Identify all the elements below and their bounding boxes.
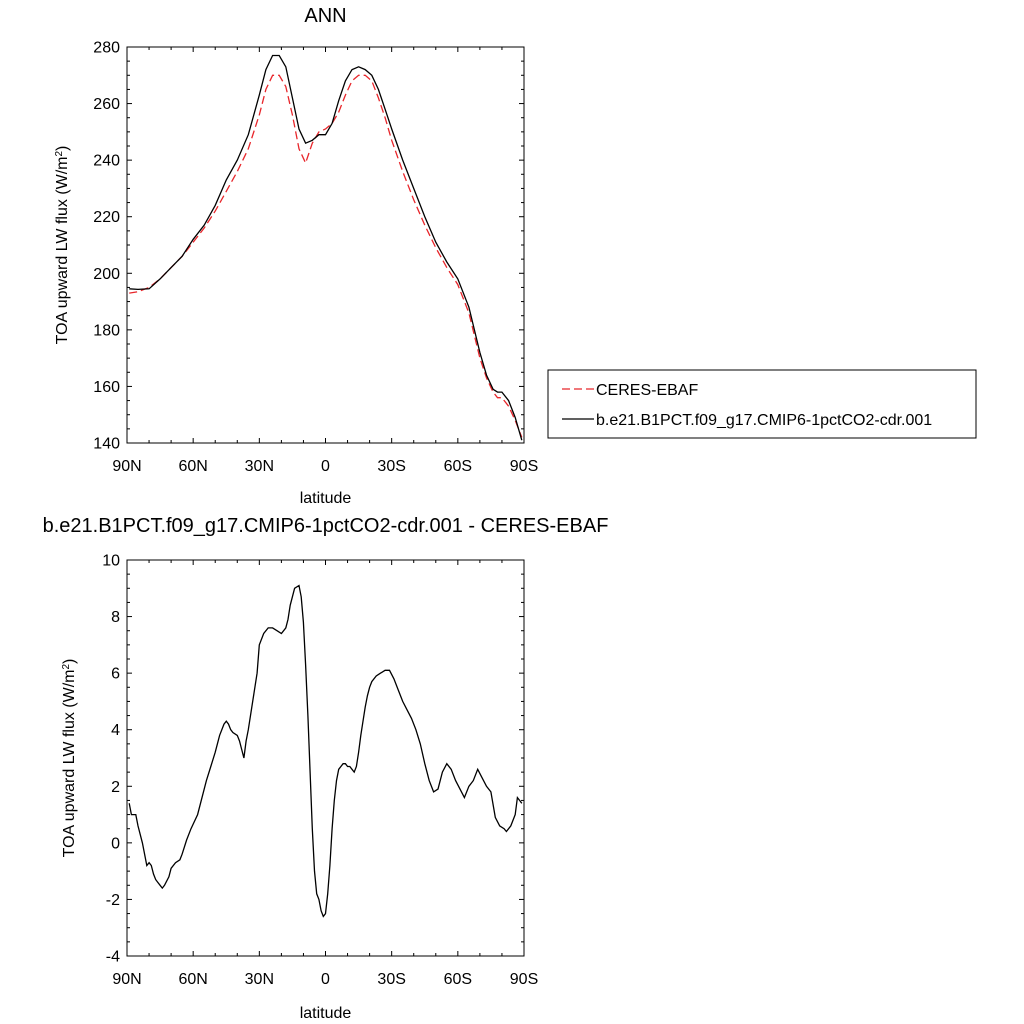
bottom-y-axis-title-sup: 2 [61, 664, 72, 670]
top-y-tick-label: 140 [93, 436, 120, 453]
bottom-y-axis-title: TOA upward LW flux (W/m2) [61, 659, 79, 858]
legend-label-ceres-ebaf: CERES-EBAF [596, 382, 698, 399]
top-chart-title: ANN [304, 5, 346, 27]
bot-y-tick-label: -4 [106, 949, 120, 966]
top-plot-frame [126, 46, 525, 444]
bottom-panel: b.e21.B1PCT.f09_g17.CMIP6-1pctCO2-cdr.00… [43, 515, 609, 1022]
bot-y-tick-label: 6 [111, 666, 120, 683]
bot-x-tick-label: 90N [112, 971, 141, 988]
top-y-tick-label: 200 [93, 266, 120, 283]
bot-y-tick-label: 10 [102, 553, 120, 570]
bottom-series-lines [128, 584, 523, 918]
top-y-axis-title: TOA upward LW flux (W/m2) [54, 146, 72, 345]
top-y-tick-labels: 140 160 180 200 220 240 260 280 [93, 40, 120, 453]
legend-label-model: b.e21.B1PCT.f09_g17.CMIP6-1pctCO2-cdr.00… [596, 412, 932, 429]
top-y-ticks [127, 46, 524, 444]
top-x-tick-label: 60S [444, 458, 472, 475]
bottom-x-tick-labels: 90N 60N 30N 0 30S 60S 90S [112, 971, 538, 988]
bot-x-tick-label: 60S [444, 971, 472, 988]
top-x-ticks [126, 47, 525, 443]
top-x-tick-label: 90S [510, 458, 538, 475]
bot-y-tick-label: 4 [111, 722, 120, 739]
legend-box [547, 369, 977, 439]
top-x-axis-title: latitude [300, 490, 352, 507]
top-panel: ANN 90N 60N 30N 0 30S 60S 90S 140 160 180 200 220 2… [54, 5, 539, 507]
bot-x-tick-label: 60N [178, 971, 207, 988]
top-x-tick-label: 90N [112, 458, 141, 475]
series-line-difference [128, 584, 523, 918]
top-y-axis-title-tail: ) [54, 146, 71, 151]
bot-y-tick-label: 0 [111, 835, 120, 852]
top-y-tick-label: 280 [93, 40, 120, 57]
series-line-model [129, 54, 523, 441]
top-x-tick-label: 30N [245, 458, 274, 475]
bot-y-tick-label: 8 [111, 609, 120, 626]
top-y-axis-title-main: TOA upward LW flux (W/m [54, 157, 71, 345]
bottom-y-axis-title-main: TOA upward LW flux (W/m [61, 670, 78, 858]
top-y-tick-label: 160 [93, 379, 120, 396]
top-y-tick-label: 240 [93, 153, 120, 170]
top-y-tick-label: 260 [93, 96, 120, 113]
top-y-axis-title-sup: 2 [54, 151, 65, 157]
bottom-plot-frame [126, 559, 525, 957]
top-x-tick-label: 60N [178, 458, 207, 475]
series-line-ceres-ebaf [129, 74, 523, 438]
bot-x-tick-label: 90S [510, 971, 538, 988]
legend: CERES-EBAF b.e21.B1PCT.f09_g17.CMIP6-1pc… [547, 369, 977, 439]
bottom-y-axis-title-tail: ) [61, 659, 78, 664]
bot-x-tick-label: 30S [377, 971, 405, 988]
bot-x-tick-label: 0 [321, 971, 330, 988]
bot-y-tick-label: -2 [106, 892, 120, 909]
bottom-y-ticks [127, 559, 524, 957]
bot-y-tick-label: 2 [111, 779, 120, 796]
top-y-tick-label: 220 [93, 209, 120, 226]
bottom-y-tick-labels: -4 -2 0 2 4 6 8 10 [102, 553, 120, 966]
top-series-lines [129, 54, 523, 441]
top-y-tick-label: 180 [93, 322, 120, 339]
top-x-tick-label: 0 [321, 458, 330, 475]
top-x-tick-label: 30S [377, 458, 405, 475]
bot-x-tick-label: 30N [245, 971, 274, 988]
top-x-tick-labels: 90N 60N 30N 0 30S 60S 90S [112, 458, 538, 475]
bottom-x-ticks [126, 560, 525, 956]
bottom-x-axis-title: latitude [300, 1005, 352, 1022]
bottom-chart-title: b.e21.B1PCT.f09_g17.CMIP6-1pctCO2-cdr.00… [43, 515, 609, 537]
